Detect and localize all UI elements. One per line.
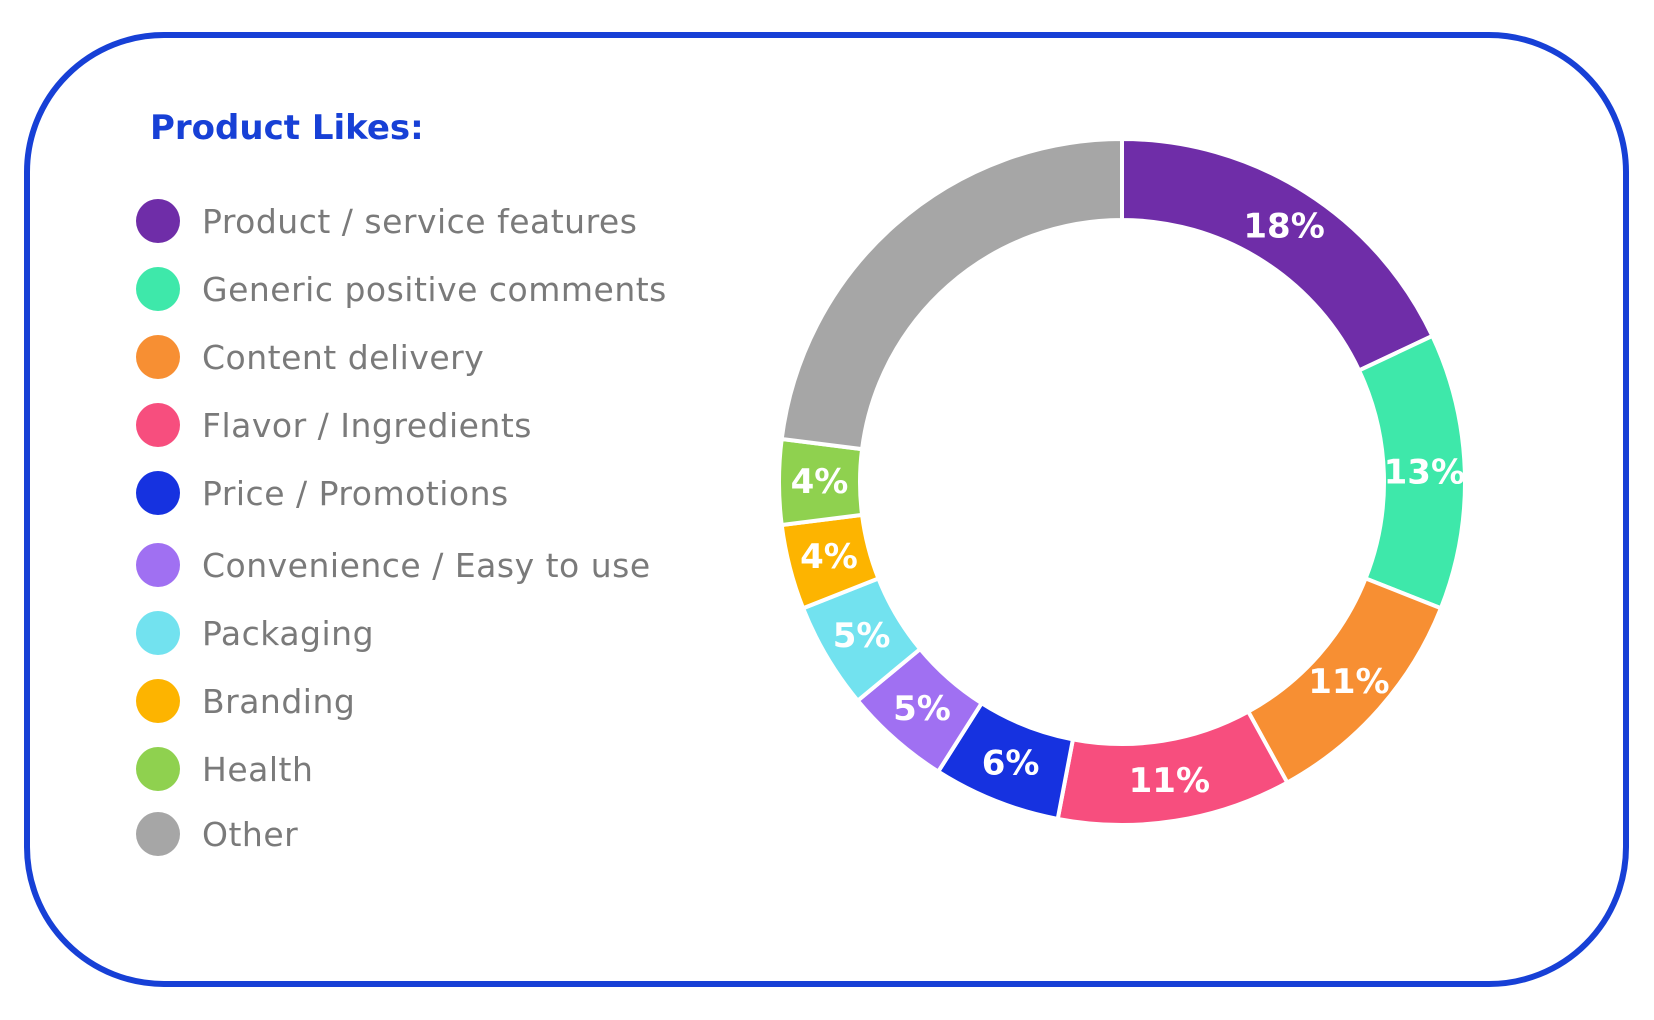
- legend-item: Price / Promotions: [136, 471, 509, 515]
- slice-label: 6%: [982, 743, 1040, 783]
- legend-item: Branding: [136, 679, 355, 723]
- legend-swatch: [136, 679, 180, 723]
- legend-label: Generic positive comments: [202, 269, 667, 309]
- legend-item: Product / service features: [136, 199, 637, 243]
- legend-item: Packaging: [136, 611, 374, 655]
- slice-label: 11%: [1129, 761, 1210, 801]
- legend-swatch: [136, 747, 180, 791]
- slice-label: 13%: [1384, 452, 1465, 492]
- donut-slices: [780, 136, 1467, 827]
- slice-label: 5%: [833, 616, 891, 656]
- legend-swatch: [136, 611, 180, 655]
- legend-swatch: [136, 403, 180, 447]
- legend-label: Packaging: [202, 613, 375, 653]
- slice-label: 18%: [1243, 207, 1324, 247]
- slice-label: 11%: [1308, 662, 1389, 702]
- legend-item: Content delivery: [136, 335, 484, 379]
- legend-swatch: [136, 199, 180, 243]
- chart-title: Product Likes:: [150, 108, 424, 148]
- slice-label: 5%: [893, 689, 951, 729]
- donut-chart: 18% 13% 11% 11% 6% 5%5% 4% 4%: [780, 136, 1467, 827]
- legend-swatch: [136, 812, 180, 856]
- legend-label: Content delivery: [202, 337, 485, 377]
- legend-item: Health: [136, 747, 313, 791]
- legend-swatch: [136, 335, 180, 379]
- legend-label: Flavor / Ingredients: [202, 405, 532, 445]
- legend-swatch: [136, 267, 180, 311]
- donut-slice: [780, 136, 1124, 452]
- donut-slice-labels: 18% 13% 11% 11% 6% 5%5% 4% 4%: [791, 207, 1465, 801]
- legend-item: Generic positive comments: [136, 267, 667, 311]
- legend: Product / service features Generic posit…: [136, 0, 736, 1020]
- legend-swatch: [136, 471, 180, 515]
- legend-swatch: [136, 543, 180, 587]
- legend-label: Price / Promotions: [202, 473, 509, 513]
- legend-label: Branding: [202, 681, 356, 721]
- donut-slice: [1120, 136, 1436, 374]
- legend-item: Convenience / Easy to use: [136, 543, 651, 587]
- slice-label: 4%: [800, 537, 858, 577]
- legend-label: Product / service features: [202, 201, 638, 241]
- legend-label: Convenience / Easy to use: [202, 545, 651, 585]
- legend-item: Flavor / Ingredients: [136, 403, 532, 447]
- legend-label: Other: [202, 814, 299, 854]
- legend-item: Other: [136, 812, 298, 856]
- slice-label: 4%: [791, 462, 849, 502]
- legend-label: Health: [202, 749, 314, 789]
